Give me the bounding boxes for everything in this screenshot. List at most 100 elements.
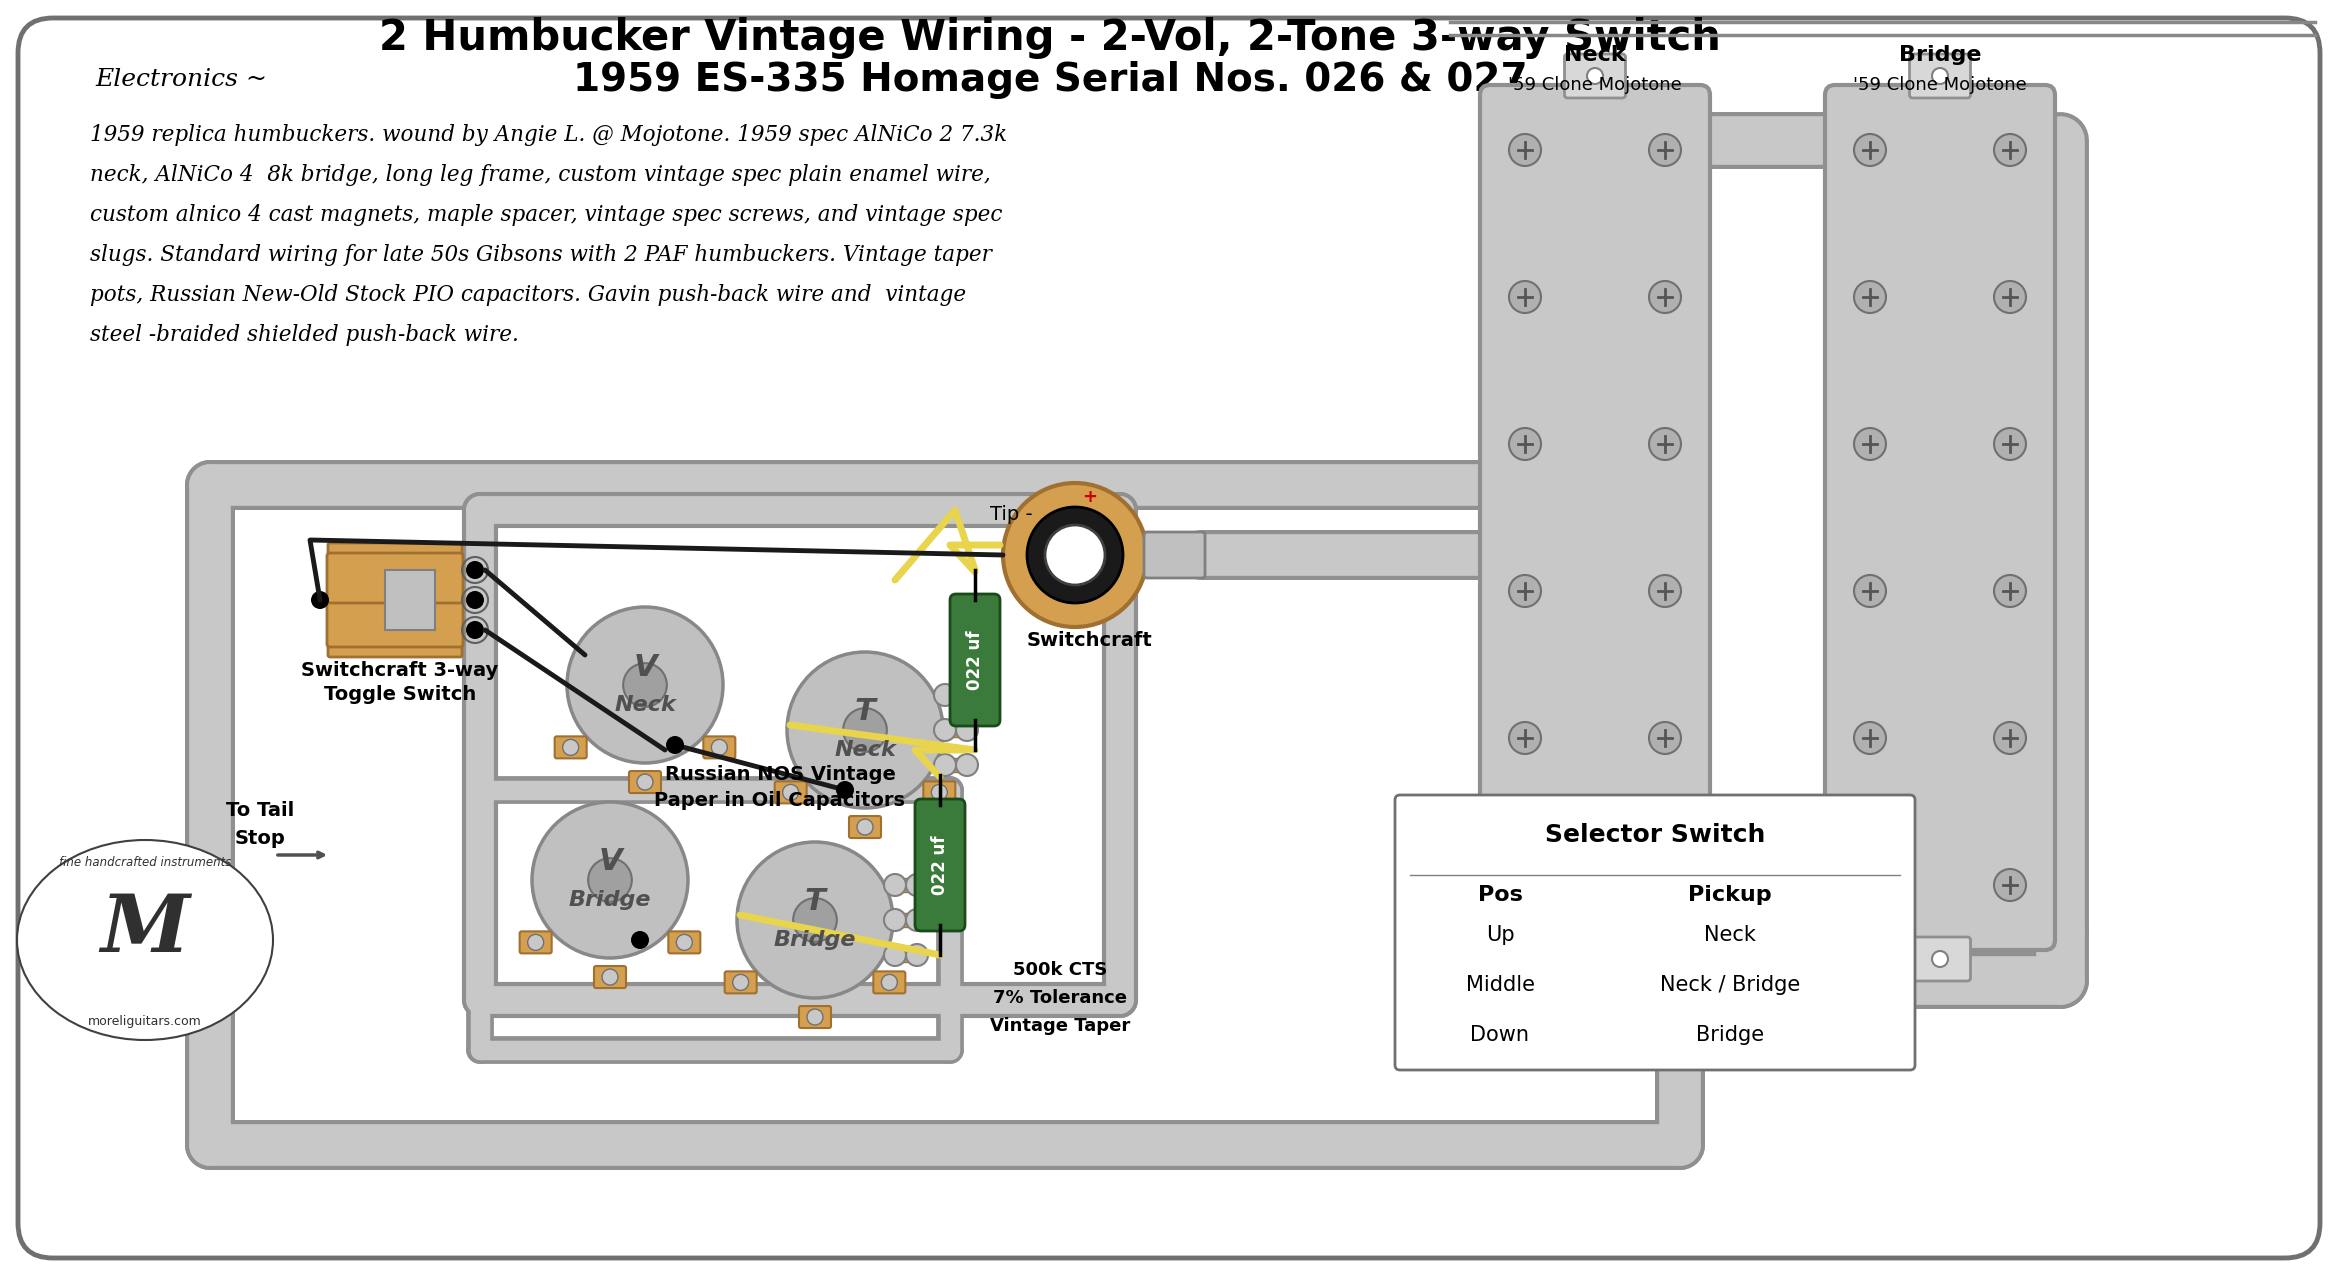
Text: Neck: Neck xyxy=(1564,45,1625,65)
FancyBboxPatch shape xyxy=(327,597,463,647)
Text: Bridge: Bridge xyxy=(774,930,856,951)
Text: Middle: Middle xyxy=(1466,975,1534,995)
Circle shape xyxy=(1508,281,1541,313)
Circle shape xyxy=(1508,575,1541,607)
FancyBboxPatch shape xyxy=(704,736,736,758)
Text: T: T xyxy=(804,888,825,916)
Text: steel -braided shielded push-back wire.: steel -braided shielded push-back wire. xyxy=(89,324,519,346)
FancyBboxPatch shape xyxy=(1480,85,1709,951)
Circle shape xyxy=(1003,484,1148,627)
Text: '59 Clone Mojotone: '59 Clone Mojotone xyxy=(1508,77,1681,94)
FancyBboxPatch shape xyxy=(914,799,966,931)
Text: 2 Humbucker Vintage Wiring - 2-Vol, 2-Tone 3-way Switch: 2 Humbucker Vintage Wiring - 2-Vol, 2-To… xyxy=(379,17,1721,59)
FancyBboxPatch shape xyxy=(1564,937,1625,981)
Text: fine handcrafted instruments: fine handcrafted instruments xyxy=(58,855,231,869)
Bar xyxy=(942,758,970,772)
Circle shape xyxy=(931,785,947,800)
Circle shape xyxy=(933,754,956,776)
FancyBboxPatch shape xyxy=(19,18,2319,1258)
Circle shape xyxy=(1931,951,1948,967)
FancyBboxPatch shape xyxy=(594,966,627,988)
FancyBboxPatch shape xyxy=(774,781,807,804)
Circle shape xyxy=(1508,722,1541,754)
Circle shape xyxy=(736,842,893,998)
Circle shape xyxy=(1994,134,2027,166)
FancyBboxPatch shape xyxy=(949,595,1001,726)
Text: neck, AlNiCo 4  8k bridge, long leg frame, custom vintage spec plain enamel wire: neck, AlNiCo 4 8k bridge, long leg frame… xyxy=(89,165,991,186)
Text: 500k CTS: 500k CTS xyxy=(1012,961,1108,979)
Text: 022 uf: 022 uf xyxy=(931,836,949,894)
Circle shape xyxy=(1931,68,1948,84)
Circle shape xyxy=(1648,281,1681,313)
Circle shape xyxy=(956,754,977,776)
Circle shape xyxy=(1994,869,2027,901)
Circle shape xyxy=(956,718,977,741)
FancyBboxPatch shape xyxy=(519,931,552,953)
Text: Down: Down xyxy=(1471,1025,1529,1045)
Circle shape xyxy=(1854,575,1887,607)
Text: Paper in Oil Capacitors: Paper in Oil Capacitors xyxy=(655,791,905,809)
Text: Tip -: Tip - xyxy=(989,505,1033,524)
Text: Neck: Neck xyxy=(1704,925,1756,946)
Bar xyxy=(893,878,921,892)
Circle shape xyxy=(465,591,484,609)
Text: +: + xyxy=(1082,487,1097,507)
Text: T: T xyxy=(856,698,874,726)
Circle shape xyxy=(907,874,928,896)
Text: Toggle Switch: Toggle Switch xyxy=(325,685,477,704)
Text: Stop: Stop xyxy=(234,828,285,847)
Text: V: V xyxy=(634,652,657,681)
Circle shape xyxy=(1648,427,1681,461)
Text: Bridge: Bridge xyxy=(1695,1025,1765,1045)
Text: Selector Switch: Selector Switch xyxy=(1545,823,1765,847)
FancyBboxPatch shape xyxy=(554,736,587,758)
Circle shape xyxy=(1508,427,1541,461)
Text: Bridge: Bridge xyxy=(568,889,652,910)
FancyBboxPatch shape xyxy=(800,1005,830,1028)
Circle shape xyxy=(933,718,956,741)
Circle shape xyxy=(783,785,800,800)
Circle shape xyxy=(1994,575,2027,607)
Text: slugs. Standard wiring for late 50s Gibsons with 2 PAF humbuckers. Vintage taper: slugs. Standard wiring for late 50s Gibs… xyxy=(89,244,991,265)
Text: Neck: Neck xyxy=(835,740,895,760)
Circle shape xyxy=(631,931,650,949)
FancyBboxPatch shape xyxy=(849,817,881,838)
Circle shape xyxy=(884,874,907,896)
Circle shape xyxy=(1648,134,1681,166)
Circle shape xyxy=(528,934,545,951)
Circle shape xyxy=(956,684,977,706)
Bar xyxy=(386,570,435,630)
Bar xyxy=(893,948,921,962)
Circle shape xyxy=(533,803,687,958)
FancyBboxPatch shape xyxy=(924,781,956,804)
Bar xyxy=(893,914,921,926)
Text: moreliguitars.com: moreliguitars.com xyxy=(89,1016,201,1028)
Text: Neck: Neck xyxy=(615,695,676,715)
Circle shape xyxy=(465,621,484,639)
Circle shape xyxy=(568,607,722,763)
Circle shape xyxy=(1854,134,1887,166)
Text: Up: Up xyxy=(1485,925,1515,946)
Text: V: V xyxy=(599,847,622,877)
Text: M: M xyxy=(101,891,189,968)
Circle shape xyxy=(1588,951,1604,967)
Bar xyxy=(942,723,970,738)
FancyBboxPatch shape xyxy=(1910,54,1971,98)
Circle shape xyxy=(465,561,484,579)
FancyBboxPatch shape xyxy=(725,971,758,994)
Circle shape xyxy=(1854,869,1887,901)
Circle shape xyxy=(1588,68,1604,84)
Text: custom alnico 4 cast magnets, maple spacer, vintage spec screws, and vintage spe: custom alnico 4 cast magnets, maple spac… xyxy=(89,204,1003,226)
Text: Russian NOS Vintage: Russian NOS Vintage xyxy=(664,766,895,785)
Circle shape xyxy=(636,775,652,790)
Text: Switchcraft 3-way: Switchcraft 3-way xyxy=(302,661,498,680)
Circle shape xyxy=(1994,427,2027,461)
Circle shape xyxy=(807,1009,823,1025)
Text: 7% Tolerance: 7% Tolerance xyxy=(994,989,1127,1007)
Circle shape xyxy=(907,909,928,931)
Text: Neck / Bridge: Neck / Bridge xyxy=(1660,975,1800,995)
Text: Electronics ~: Electronics ~ xyxy=(96,69,267,92)
FancyBboxPatch shape xyxy=(327,544,463,657)
Circle shape xyxy=(1854,281,1887,313)
FancyBboxPatch shape xyxy=(1143,532,1204,578)
